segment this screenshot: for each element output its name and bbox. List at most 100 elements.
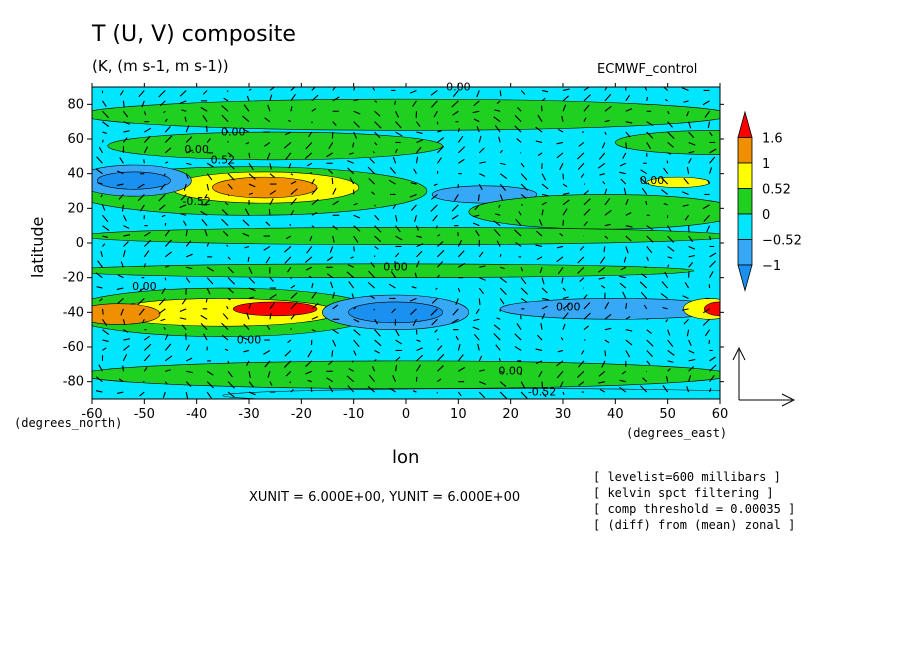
wind-vector	[141, 319, 145, 324]
contour-label: 0.00	[556, 301, 581, 314]
wind-vector	[437, 145, 445, 154]
chart-title: T (U, V) composite	[92, 22, 296, 47]
wind-vector	[374, 142, 378, 146]
band-south-negative	[222, 388, 720, 399]
wind-vector	[224, 348, 229, 351]
wind-vector	[227, 381, 235, 389]
wind-vector	[311, 178, 315, 185]
wind-vector	[541, 201, 547, 206]
wind-vector	[455, 298, 459, 305]
wind-vector	[646, 142, 652, 150]
wind-vector	[97, 260, 103, 268]
wind-vector	[269, 163, 272, 170]
wind-vector	[102, 214, 109, 223]
wind-vector	[326, 377, 334, 383]
wind-vector	[227, 360, 230, 364]
wind-vector	[332, 225, 338, 230]
wind-vector	[598, 152, 606, 160]
region-positive	[107, 131, 443, 161]
wind-vector	[186, 266, 193, 270]
wind-vector	[619, 282, 627, 289]
wind-vector	[561, 277, 564, 284]
wind-vector	[683, 318, 689, 325]
wind-vector	[416, 339, 421, 342]
wind-vector	[535, 140, 543, 144]
wind-vector	[373, 308, 376, 311]
wind-vector	[243, 349, 250, 353]
wind-vector	[702, 204, 710, 210]
wind-vector	[535, 126, 543, 133]
wind-vector	[516, 323, 522, 330]
wind-vector	[457, 354, 464, 362]
wind-vector	[143, 343, 152, 351]
wind-vector	[435, 225, 438, 229]
wind-vector	[667, 121, 673, 128]
wind-vector	[583, 94, 591, 102]
wind-vector	[541, 297, 549, 301]
wind-vector	[200, 323, 208, 331]
wind-vector	[139, 204, 145, 212]
wind-vector	[498, 136, 501, 143]
wind-vector	[143, 250, 150, 258]
wind-vector	[289, 223, 292, 227]
wind-vector	[455, 335, 459, 341]
wind-vector	[227, 391, 235, 398]
wind-vector	[137, 298, 145, 306]
contour-field	[92, 87, 720, 399]
wind-vector	[535, 348, 543, 352]
wind-vector	[224, 201, 229, 206]
wind-vector	[185, 253, 193, 258]
wind-vector	[688, 374, 692, 382]
wind-vector	[98, 364, 103, 372]
wind-vector	[499, 90, 502, 97]
wind-vector	[221, 209, 229, 216]
wind-vector	[311, 329, 316, 332]
wind-vector	[416, 347, 423, 351]
wind-vector	[311, 283, 314, 289]
wind-vector	[475, 308, 480, 315]
wind-vector	[559, 381, 564, 388]
wind-vector	[395, 131, 403, 137]
wind-vector	[535, 244, 543, 248]
wind-vector	[517, 107, 522, 112]
wind-vector	[684, 282, 690, 289]
wind-vector	[499, 183, 507, 191]
wind-vector	[346, 271, 355, 279]
wind-vector	[499, 381, 507, 387]
wind-vector	[221, 105, 229, 112]
wind-vector	[162, 391, 166, 398]
wind-vector	[206, 391, 212, 399]
wind-vector	[561, 115, 564, 122]
wind-vector	[416, 235, 422, 238]
wind-vector	[269, 173, 276, 178]
wind-vector	[371, 366, 376, 372]
wind-vector	[412, 319, 417, 327]
wind-vector	[562, 312, 569, 320]
wind-vector	[583, 294, 588, 299]
wind-vector	[667, 225, 672, 232]
wind-vector	[227, 370, 233, 378]
wind-vector	[688, 262, 694, 268]
wind-vector	[268, 208, 271, 216]
wind-vector	[709, 252, 717, 258]
wind-vector	[179, 308, 187, 313]
wind-vector	[290, 180, 297, 185]
wind-vector	[353, 318, 360, 323]
wind-vector	[604, 209, 612, 216]
wind-vector	[562, 287, 567, 292]
wind-vector	[437, 365, 444, 372]
wind-vector	[583, 104, 590, 112]
wind-vector	[709, 364, 717, 372]
wind-vector	[290, 388, 294, 393]
wind-vector	[143, 263, 146, 268]
wind-vector	[160, 183, 166, 191]
wind-vector	[290, 197, 297, 206]
wind-vector	[97, 182, 103, 185]
wind-vector	[248, 88, 252, 91]
wind-vector	[414, 272, 417, 278]
region-cool	[431, 185, 538, 204]
wind-vector	[604, 105, 612, 112]
wind-vector	[562, 296, 569, 300]
wind-vector	[102, 329, 110, 336]
wind-vector	[457, 344, 461, 351]
